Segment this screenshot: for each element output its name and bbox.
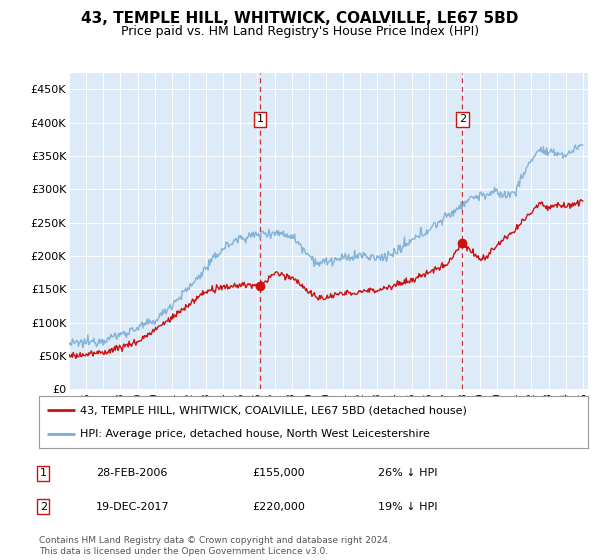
Text: 19% ↓ HPI: 19% ↓ HPI [378,502,437,512]
Text: HPI: Average price, detached house, North West Leicestershire: HPI: Average price, detached house, Nort… [80,429,430,439]
Text: 43, TEMPLE HILL, WHITWICK, COALVILLE, LE67 5BD: 43, TEMPLE HILL, WHITWICK, COALVILLE, LE… [82,11,518,26]
Text: 2: 2 [459,114,466,124]
Text: 19-DEC-2017: 19-DEC-2017 [96,502,170,512]
Text: 1: 1 [256,114,263,124]
Text: 1: 1 [40,468,47,478]
Text: 28-FEB-2006: 28-FEB-2006 [96,468,167,478]
Text: 43, TEMPLE HILL, WHITWICK, COALVILLE, LE67 5BD (detached house): 43, TEMPLE HILL, WHITWICK, COALVILLE, LE… [80,405,467,416]
Text: 2: 2 [40,502,47,512]
Text: 26% ↓ HPI: 26% ↓ HPI [378,468,437,478]
Text: £220,000: £220,000 [252,502,305,512]
Text: Price paid vs. HM Land Registry's House Price Index (HPI): Price paid vs. HM Land Registry's House … [121,25,479,38]
Text: £155,000: £155,000 [252,468,305,478]
Text: Contains HM Land Registry data © Crown copyright and database right 2024.
This d: Contains HM Land Registry data © Crown c… [39,536,391,556]
